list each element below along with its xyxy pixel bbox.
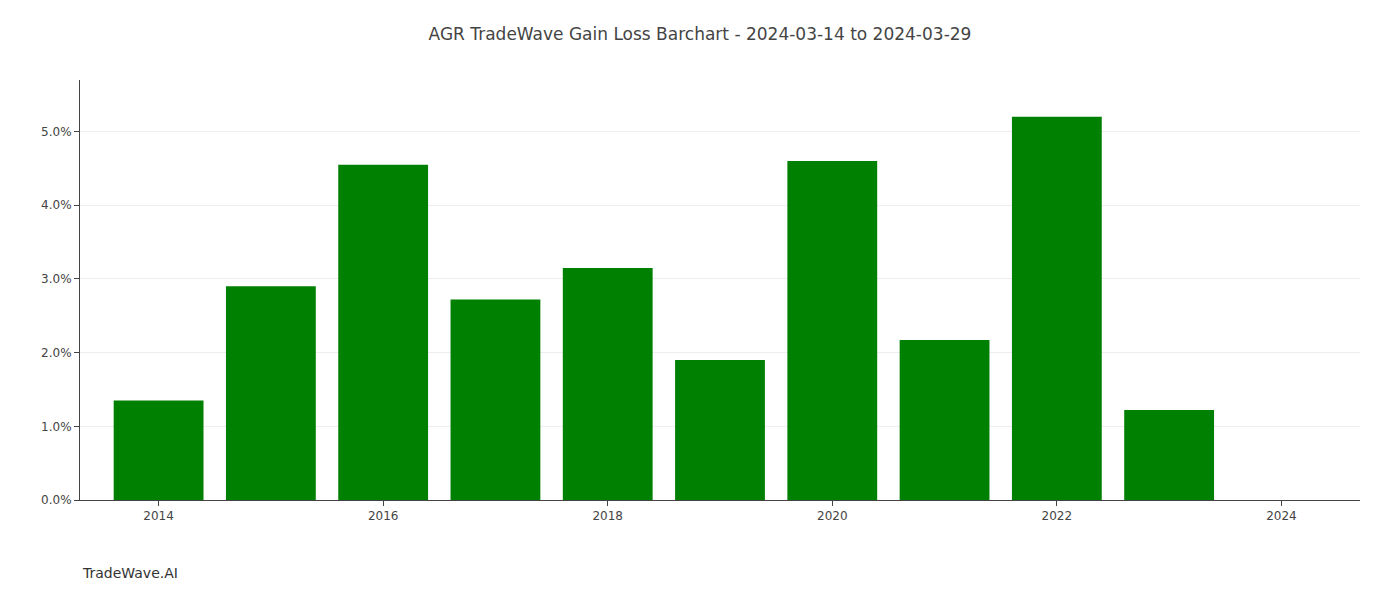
svg-text:2014: 2014 [143,509,174,523]
svg-text:4.0%: 4.0% [41,198,72,212]
svg-text:0.0%: 0.0% [41,493,72,507]
svg-text:2024: 2024 [1266,509,1297,523]
svg-text:2.0%: 2.0% [41,346,72,360]
svg-text:1.0%: 1.0% [41,420,72,434]
svg-text:AGR TradeWave Gain Loss Barcha: AGR TradeWave Gain Loss Barchart - 2024-… [429,24,972,44]
svg-text:3.0%: 3.0% [41,272,72,286]
svg-text:TradeWave.AI: TradeWave.AI [82,565,178,581]
svg-text:2018: 2018 [592,509,623,523]
svg-text:5.0%: 5.0% [41,125,72,139]
svg-text:2020: 2020 [817,509,848,523]
svg-text:2016: 2016 [368,509,399,523]
svg-text:2022: 2022 [1042,509,1073,523]
